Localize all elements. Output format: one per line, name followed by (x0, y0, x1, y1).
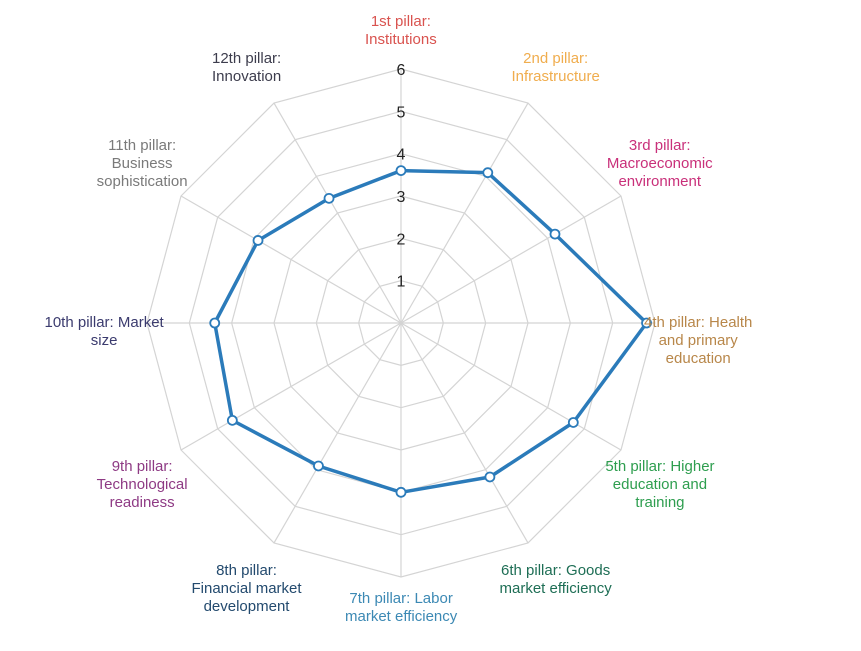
data-point-9[interactable] (226, 414, 238, 426)
data-point-10[interactable] (209, 317, 221, 329)
spoke-6 (400, 322, 529, 544)
axis-label-1: 1st pillar: Institutions (365, 13, 437, 48)
axis-label-5: 5th pillar: Higher education and trainin… (605, 457, 715, 511)
tick-label-4: 4 (397, 147, 406, 164)
data-point-2[interactable] (482, 167, 494, 179)
data-point-6[interactable] (484, 471, 496, 483)
axis-label-11: 11th pillar: Business sophistication (96, 136, 188, 190)
spoke-8 (273, 322, 402, 544)
tick-label-5: 5 (397, 104, 406, 121)
tick-label-1: 1 (397, 274, 406, 291)
data-point-1[interactable] (395, 165, 407, 177)
axis-label-9: 9th pillar: Technological readiness (96, 457, 188, 511)
spoke-9 (180, 322, 402, 451)
spoke-3 (400, 195, 622, 324)
spoke-5 (400, 322, 622, 451)
axis-label-2: 2nd pillar: Infrastructure (511, 50, 600, 86)
axis-label-6: 6th pillar: Goods market efficiency (499, 561, 612, 597)
data-point-12[interactable] (323, 192, 335, 204)
data-point-5[interactable] (567, 417, 579, 428)
radar-tick-labels: 1 2 3 4 5 6 (397, 62, 406, 291)
tick-label-6: 6 (397, 62, 406, 79)
spoke-11 (180, 195, 402, 324)
data-point-7[interactable] (395, 486, 407, 498)
radar-spokes (147, 69, 655, 577)
spoke-2 (400, 102, 529, 324)
radar-series (209, 165, 652, 498)
axis-label-3: 3rd pillar: Macroeconomic environment (606, 136, 713, 190)
axis-label-12: 12th pillar: Innovation (212, 50, 282, 86)
spoke-12 (273, 102, 402, 324)
axis-label-7: 7th pillar: Labor market efficiency (345, 590, 458, 625)
axis-label-10: 10th pillar: Market size (44, 314, 164, 349)
tick-label-2: 2 (397, 231, 406, 248)
data-point-11[interactable] (252, 235, 264, 246)
axis-label-4: 4th pillar: Health and primary education (644, 314, 753, 367)
data-point-4[interactable] (641, 317, 652, 329)
data-point-8[interactable] (313, 460, 324, 472)
axis-label-8: 8th pillar: Financial market development (191, 561, 302, 615)
data-point-3[interactable] (549, 228, 561, 240)
tick-label-3: 3 (397, 189, 406, 206)
